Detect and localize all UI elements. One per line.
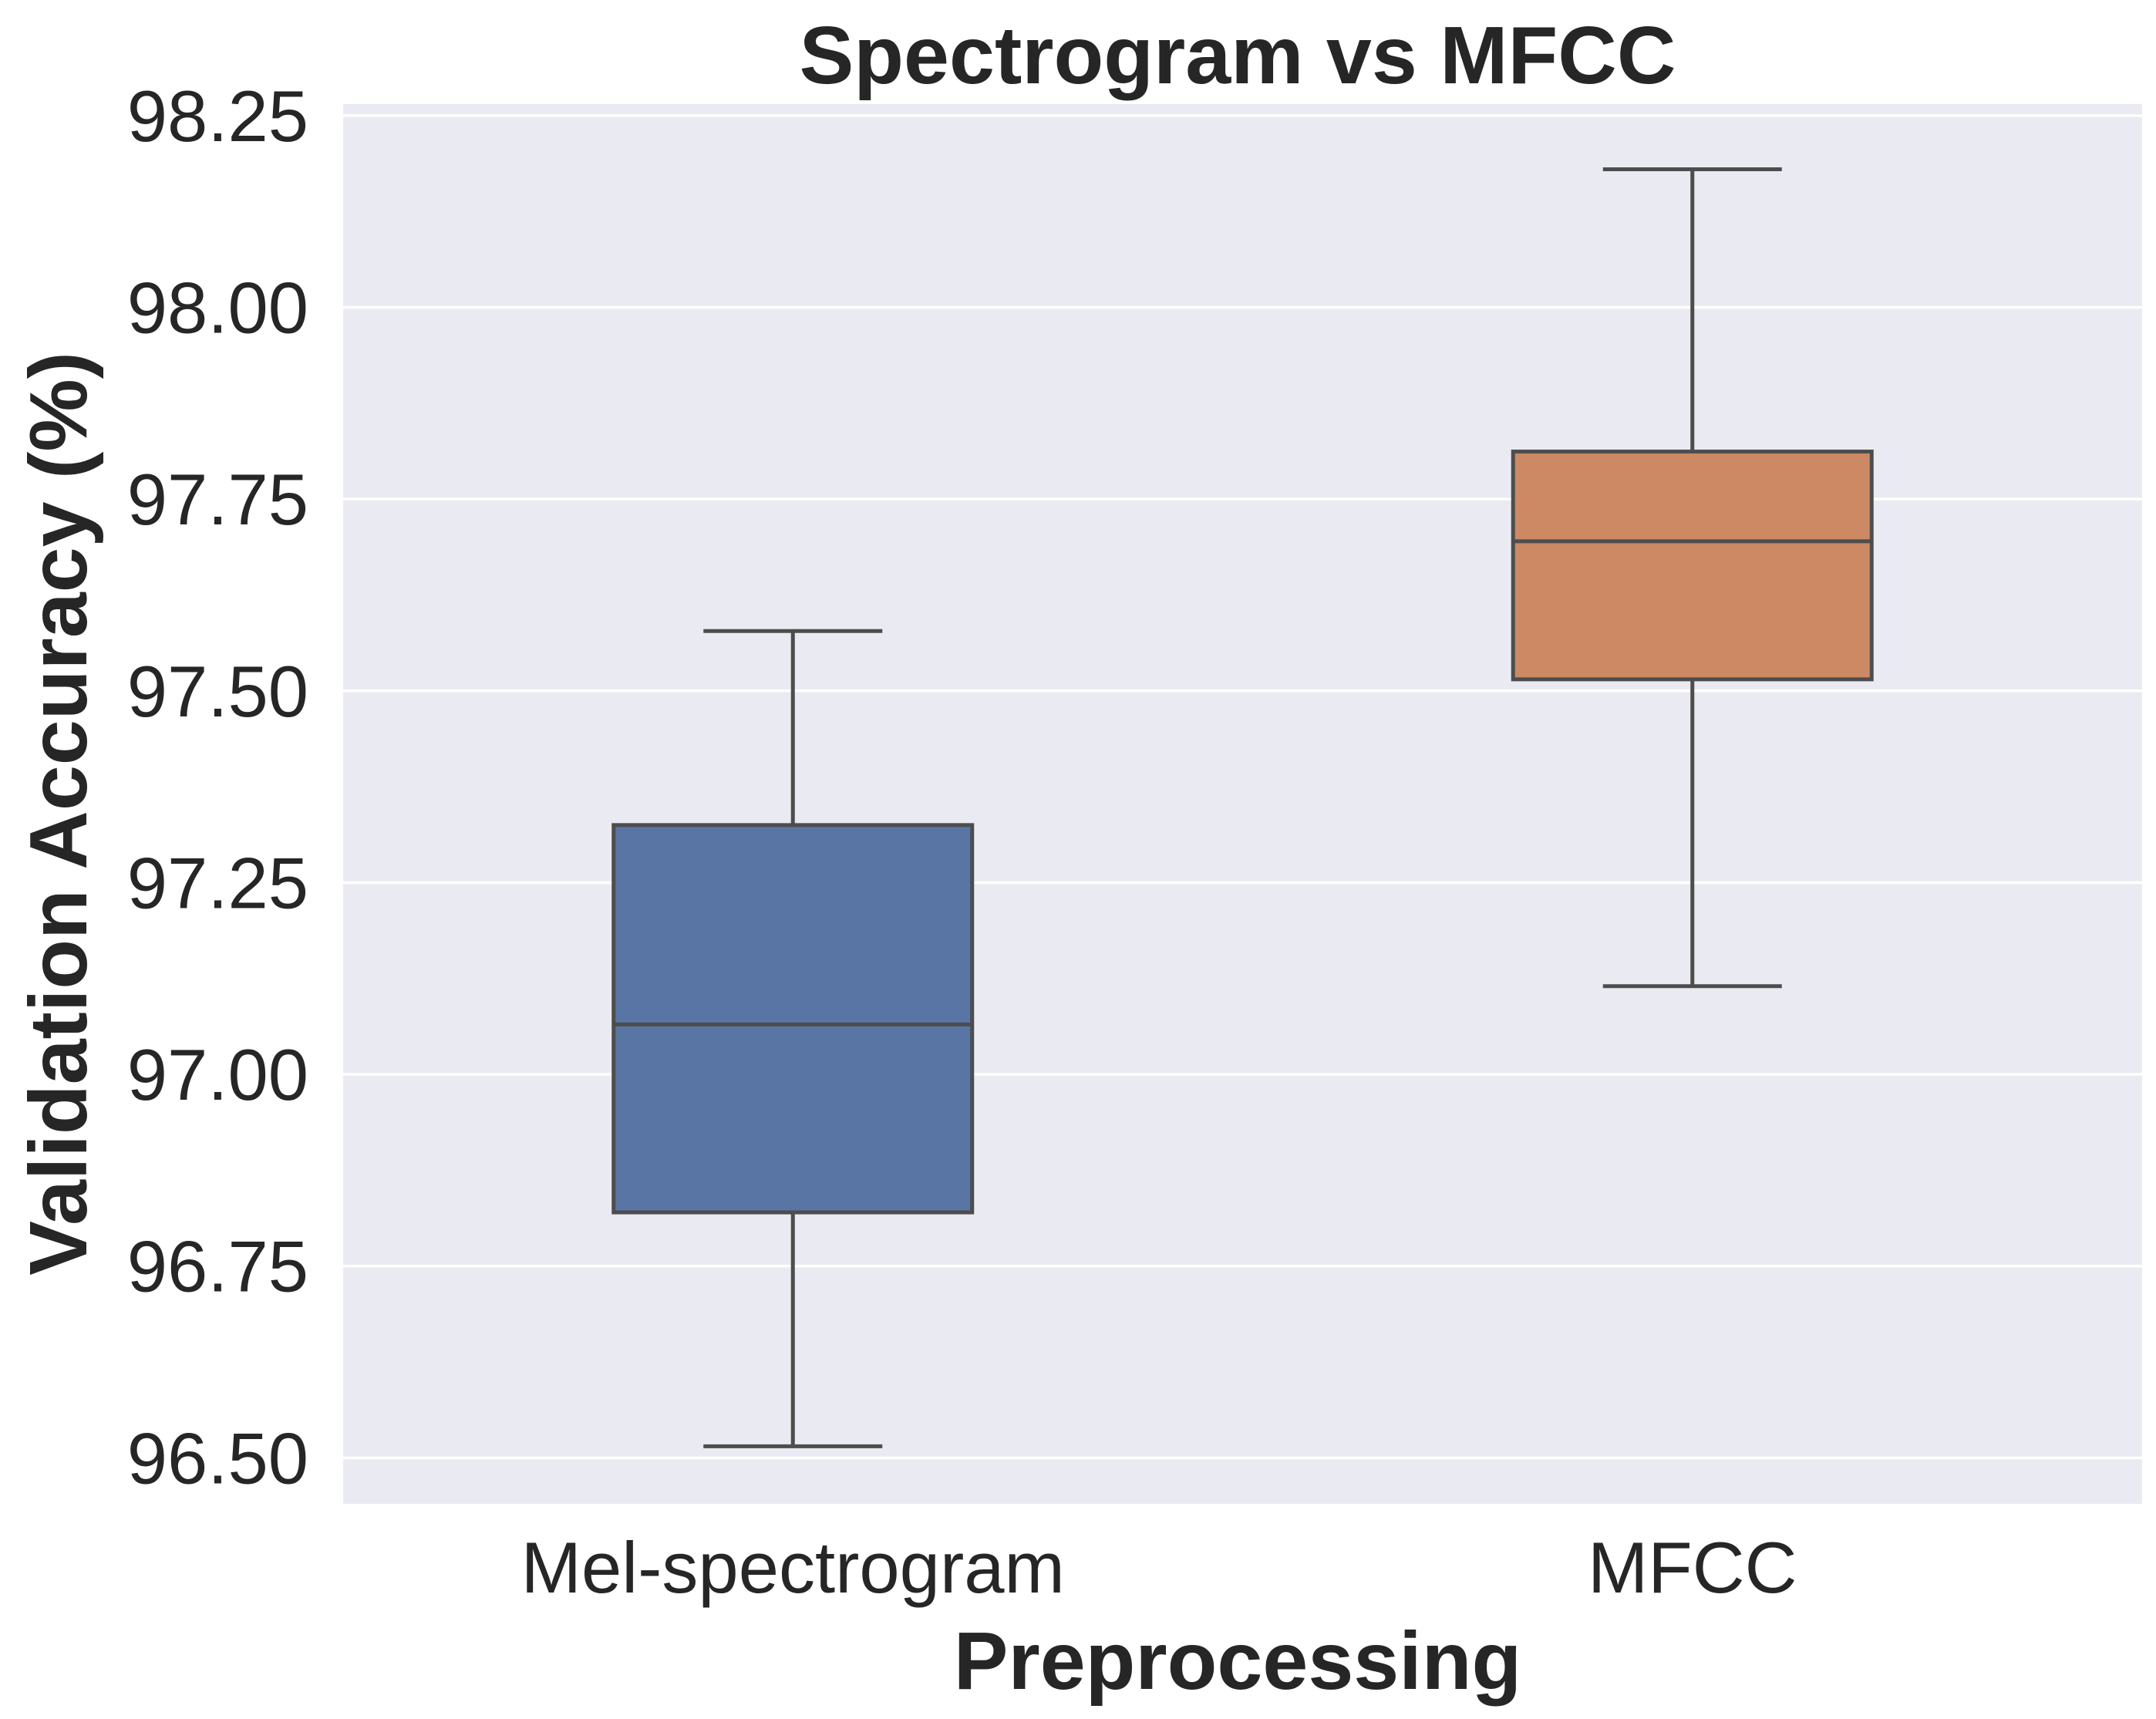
x-tick-label: Mel-spectrogram — [521, 1527, 1065, 1608]
y-tick-label: 96.50 — [127, 1417, 308, 1498]
y-axis-label: Validation Accuracy (%) — [13, 352, 104, 1276]
box-mel-spectrogram — [611, 629, 975, 1448]
y-tick-label: 97.25 — [127, 842, 308, 923]
plot-area — [343, 104, 2142, 1504]
iqr-box — [611, 823, 975, 1215]
y-tick-label: 98.00 — [127, 268, 308, 349]
y-tick-label: 97.00 — [127, 1034, 308, 1115]
iqr-box — [1511, 450, 1874, 682]
y-tick-label: 96.75 — [127, 1226, 308, 1307]
box-series — [611, 167, 1874, 1448]
chart-title: Spectrogram vs MFCC — [800, 10, 1676, 101]
box-mfcc — [1511, 167, 1874, 989]
x-tick-label: MFCC — [1588, 1527, 1797, 1608]
y-tick-label: 98.25 — [127, 76, 308, 157]
x-axis-label: Preprocessing — [954, 1616, 1521, 1707]
y-tick-label: 97.75 — [127, 459, 308, 540]
y-tick-label: 97.50 — [127, 651, 308, 732]
y-axis-ticks: 96.50 96.75 97.00 97.25 97.50 97.75 98.00 98.25 — [127, 76, 308, 1498]
x-axis-ticks: Mel-spectrogram MFCC — [521, 1527, 1797, 1608]
